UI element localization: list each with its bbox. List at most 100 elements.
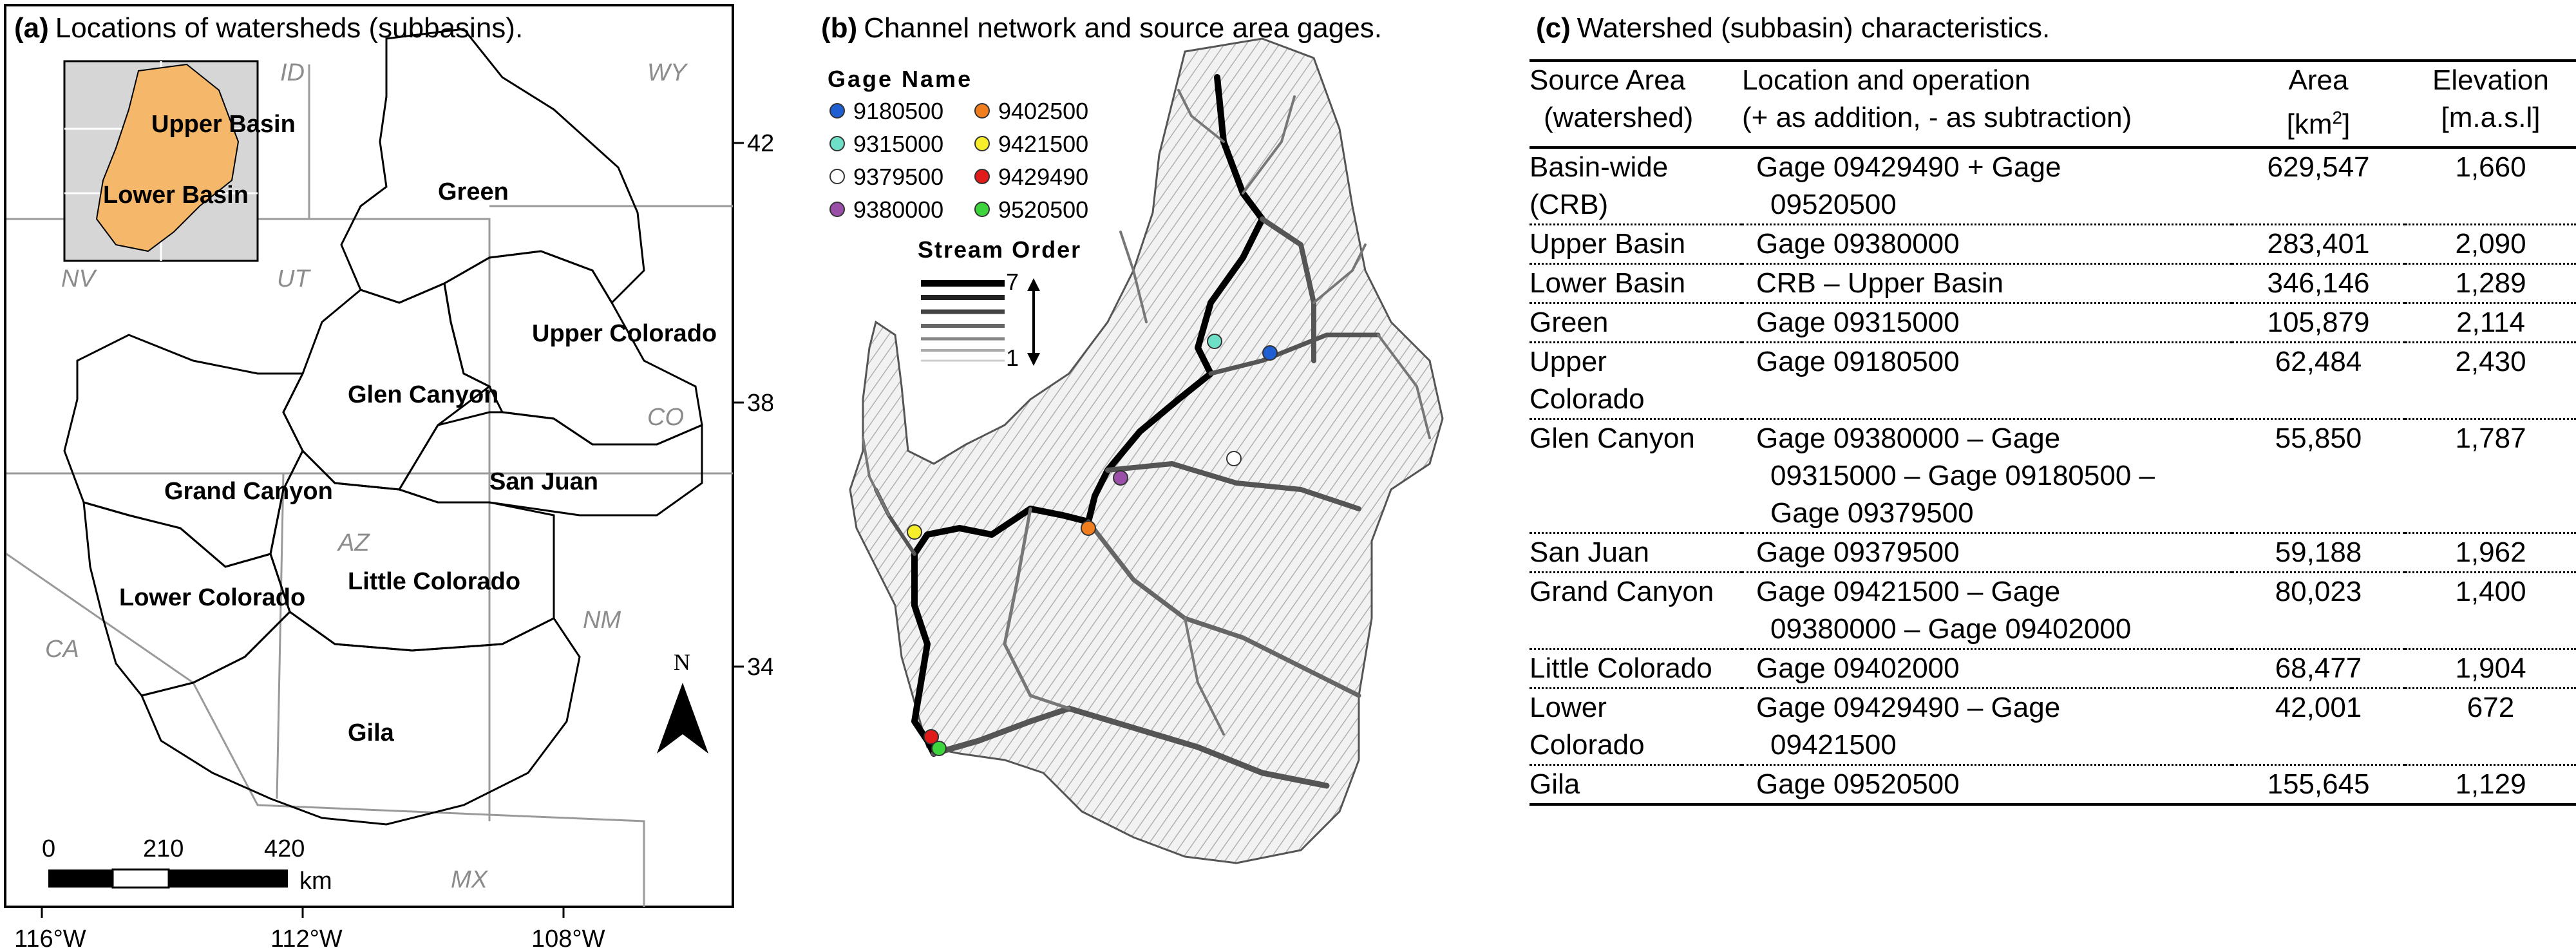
table-row: Basin-wide (CRB) Gage 09429490 + Gage 09520… — [1530, 147, 2576, 225]
cell-source-area-line: Lower Basin — [1530, 267, 1686, 299]
scale-420: 420 — [264, 835, 305, 862]
watershed-outlines — [63, 28, 703, 826]
gage-point-9402500 — [1081, 520, 1096, 536]
svg-text:9380000: 9380000 — [853, 196, 943, 223]
cell-source-area: Basin-wide (CRB) — [1530, 147, 1742, 225]
cell-operation-line: Gage 09421500 – Gage — [1756, 575, 2061, 607]
header-area: Area [km2] — [2286, 64, 2351, 140]
cell-operation-line: 09315000 – Gage 09180500 – — [1770, 459, 2155, 491]
cell-operation: Gage 09380000 — [1742, 224, 2231, 263]
panel-b-title: (b) Channel network and source area gages… — [821, 12, 1382, 44]
cell-elevation: 1,904 — [2455, 652, 2526, 684]
table-row: Grand Canyon Gage 09421500 – Gage 09380000… — [1530, 572, 2576, 649]
cell-operation-line: Gage 09520500 — [1756, 768, 1960, 800]
stream-order-legend — [921, 278, 1040, 366]
cell-area: 80,023 — [2275, 575, 2362, 607]
state-nm: NM — [583, 607, 621, 634]
lat-tick-34: 34°N — [747, 654, 773, 681]
cell-source-area-line: Upper Basin — [1530, 227, 1686, 260]
cell-source-area: Upper Basin — [1530, 224, 1742, 263]
svg-text:9180500: 9180500 — [853, 98, 943, 124]
inset-map: Upper Basin Lower Basin — [63, 60, 296, 262]
cell-area: 59,188 — [2275, 536, 2362, 568]
cell-operation-line: 09421500 — [1770, 728, 1897, 761]
state-mx: MX — [451, 866, 489, 893]
cell-source-area-line: Gila — [1530, 768, 1580, 800]
cell-elevation: 1,129 — [2455, 768, 2526, 800]
table-row: Gila Gage 09520500 155,645 1,129 — [1530, 765, 2576, 804]
cell-source-area-line: Grand Canyon — [1530, 575, 1714, 607]
lon-tick-108: 108°W — [531, 926, 605, 950]
cell-operation-line: 09520500 — [1770, 188, 1897, 220]
cell-elevation: 1,962 — [2455, 536, 2526, 568]
stream-order-max: 7 — [1006, 269, 1019, 295]
cell-area: 155,645 — [2267, 768, 2370, 800]
panel-c-table-wrap: Source Area (watershed) Location and oper… — [1530, 59, 2576, 806]
cell-elevation: 1,787 — [2455, 422, 2526, 454]
gage-point-9379500 — [1226, 451, 1242, 466]
cell-elevation: 2,430 — [2455, 345, 2526, 377]
cell-operation-line: Gage 09429490 – Gage — [1756, 691, 2061, 723]
stream-order-title: Stream Order — [918, 236, 1081, 263]
label-san-juan: San Juan — [489, 468, 598, 495]
cell-source-area-line: Little Colorado — [1530, 652, 1712, 684]
gage-point-9180500 — [1262, 345, 1278, 361]
cell-elevation: 1,660 — [2455, 151, 2526, 183]
panel-c-title: (c) Watershed (subbasin) characteristics. — [1536, 12, 2050, 44]
header-location: Location and operation (+ as addition, - … — [1742, 64, 2132, 133]
outline-san-juan — [397, 411, 703, 517]
cell-source-area: Upper Colorado — [1530, 342, 1742, 419]
stream-network — [862, 74, 1431, 789]
scale-bar — [48, 868, 288, 889]
cell-source-area-line: Upper — [1530, 345, 1607, 377]
cell-operation: Gage 09180500 — [1742, 342, 2231, 419]
table-row: Upper Colorado Gage 09180500 62,484 2,430 — [1530, 342, 2576, 419]
label-upper-colorado: Upper Colorado — [532, 320, 717, 347]
cell-source-area-line: Basin-wide — [1530, 151, 1669, 183]
cell-area: 346,146 — [2267, 267, 2370, 299]
cell-operation-line: Gage 09380000 — [1756, 227, 1960, 260]
table-row: San Juan Gage 09379500 59,188 1,962 — [1530, 533, 2576, 573]
state-az: AZ — [337, 529, 370, 556]
label-gila: Gila — [348, 719, 395, 746]
cell-area: 42,001 — [2275, 691, 2362, 723]
cell-source-area: Little Colorado — [1530, 649, 1742, 688]
cell-area: 62,484 — [2275, 345, 2362, 377]
cell-source-area: Grand Canyon — [1530, 572, 1742, 649]
cell-operation-line: Gage 09315000 — [1756, 306, 1960, 338]
svg-text:9421500: 9421500 — [998, 131, 1088, 157]
cell-operation-line: Gage 09379500 — [1770, 497, 1974, 529]
lat-tick-38: 38°N — [747, 390, 773, 417]
cell-source-area-line: (CRB) — [1530, 188, 1609, 220]
cell-operation-line: CRB – Upper Basin — [1756, 267, 2003, 299]
cell-source-area: Green — [1530, 303, 1742, 342]
state-co: CO — [647, 404, 684, 431]
svg-text:Lower Basin: Lower Basin — [103, 182, 249, 209]
table-header-row: Source Area (watershed) Location and oper… — [1530, 61, 2576, 147]
label-glen-canyon: Glen Canyon — [348, 381, 498, 408]
label-little-colorado: Little Colorado — [348, 568, 520, 595]
state-nv: NV — [61, 265, 97, 292]
north-label: N — [674, 649, 690, 675]
cell-source-area: Lower Basin — [1530, 263, 1742, 303]
cell-elevation: 2,114 — [2456, 306, 2525, 338]
cell-operation: Gage 09315000 — [1742, 303, 2231, 342]
state-wy: WY — [647, 59, 688, 86]
svg-text:9402500: 9402500 — [998, 98, 1088, 124]
inset-upper-label: Upper Basin — [151, 111, 296, 138]
scale-0: 0 — [42, 835, 55, 862]
gage-point-9520500 — [931, 741, 947, 756]
cell-area: 55,850 — [2275, 422, 2362, 454]
lon-tick-112: 112°W — [270, 926, 343, 950]
cell-source-area: Glen Canyon — [1530, 419, 1742, 533]
cell-elevation: 1,289 — [2455, 267, 2526, 299]
panel-a-map: (a) Locations of watersheds (subbasins). … — [4, 4, 773, 950]
cell-operation-line: Gage 09379500 — [1756, 536, 1960, 568]
cell-operation: Gage 09421500 – Gage 09380000 – Gage 0940… — [1742, 572, 2231, 649]
cell-area: 629,547 — [2267, 151, 2370, 183]
watershed-table: Source Area (watershed) Location and oper… — [1530, 59, 2576, 806]
cell-operation-line: 09380000 – Gage 09402000 — [1770, 613, 2132, 645]
stream-order-min: 1 — [1006, 345, 1019, 371]
gage-legend: 9180500 9402500 9315000 9421500 9379500 … — [829, 98, 1088, 223]
label-lower-colorado: Lower Colorado — [119, 584, 305, 611]
